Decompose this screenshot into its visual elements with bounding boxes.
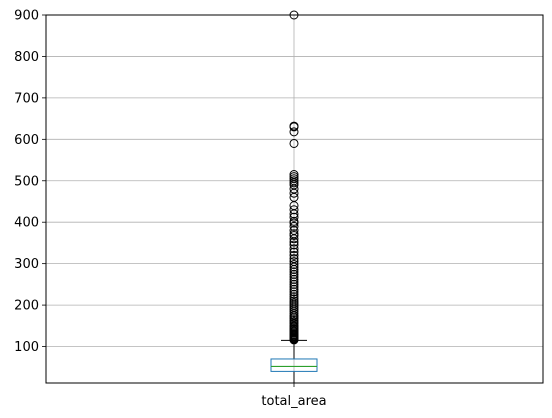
y-tick-label: 400	[14, 216, 39, 231]
outlier-point	[289, 121, 299, 131]
y-tick-label: 700	[14, 91, 39, 106]
outlier-point	[289, 247, 299, 257]
outlier-point	[289, 127, 299, 137]
outlier-point	[289, 172, 299, 182]
outlier-point	[289, 274, 299, 284]
y-tick-label: 300	[14, 257, 39, 272]
plot-frame	[45, 14, 544, 384]
outlier-point	[289, 240, 299, 250]
y-tick-label: 800	[14, 50, 39, 65]
x-tick-label: total_area	[261, 394, 326, 409]
outlier-point	[289, 287, 299, 297]
y-axis: 100 200 300 400 500 600 700 800 900	[14, 9, 46, 355]
outlier-point	[289, 272, 299, 282]
outlier-point	[289, 205, 299, 215]
outlier-point	[289, 284, 299, 294]
x-axis: total_area	[261, 383, 327, 409]
outlier-point	[289, 221, 299, 231]
outlier-point	[289, 254, 299, 264]
y-tick-label: 900	[14, 9, 39, 24]
box-iqr	[270, 358, 318, 372]
y-tick-label: 100	[14, 340, 39, 355]
outlier-point	[289, 138, 299, 148]
outliers	[289, 10, 299, 345]
outlier-point	[289, 289, 299, 299]
outlier-point	[289, 259, 299, 269]
y-tick-label: 200	[14, 299, 39, 314]
outlier-point	[289, 292, 299, 302]
outlier-point	[289, 170, 299, 180]
outlier-point	[289, 277, 299, 287]
outlier-point	[289, 212, 299, 222]
y-tick-label: 600	[14, 133, 39, 148]
outlier-point	[289, 296, 299, 306]
outlier-point	[289, 257, 299, 267]
outlier-point	[289, 229, 299, 239]
outlier-point	[289, 279, 299, 289]
y-tick-label: 500	[14, 174, 39, 189]
outlier-point	[289, 298, 299, 308]
outlier-point	[289, 282, 299, 292]
outlier-point	[289, 269, 299, 279]
outlier-point	[289, 174, 299, 184]
outlier-point	[289, 294, 299, 304]
outlier-point	[289, 244, 299, 254]
outlier-point	[289, 225, 299, 235]
outlier-point	[289, 176, 299, 186]
outlier-point	[289, 216, 299, 226]
outlier-point	[289, 267, 299, 277]
outlier-point	[289, 250, 299, 260]
